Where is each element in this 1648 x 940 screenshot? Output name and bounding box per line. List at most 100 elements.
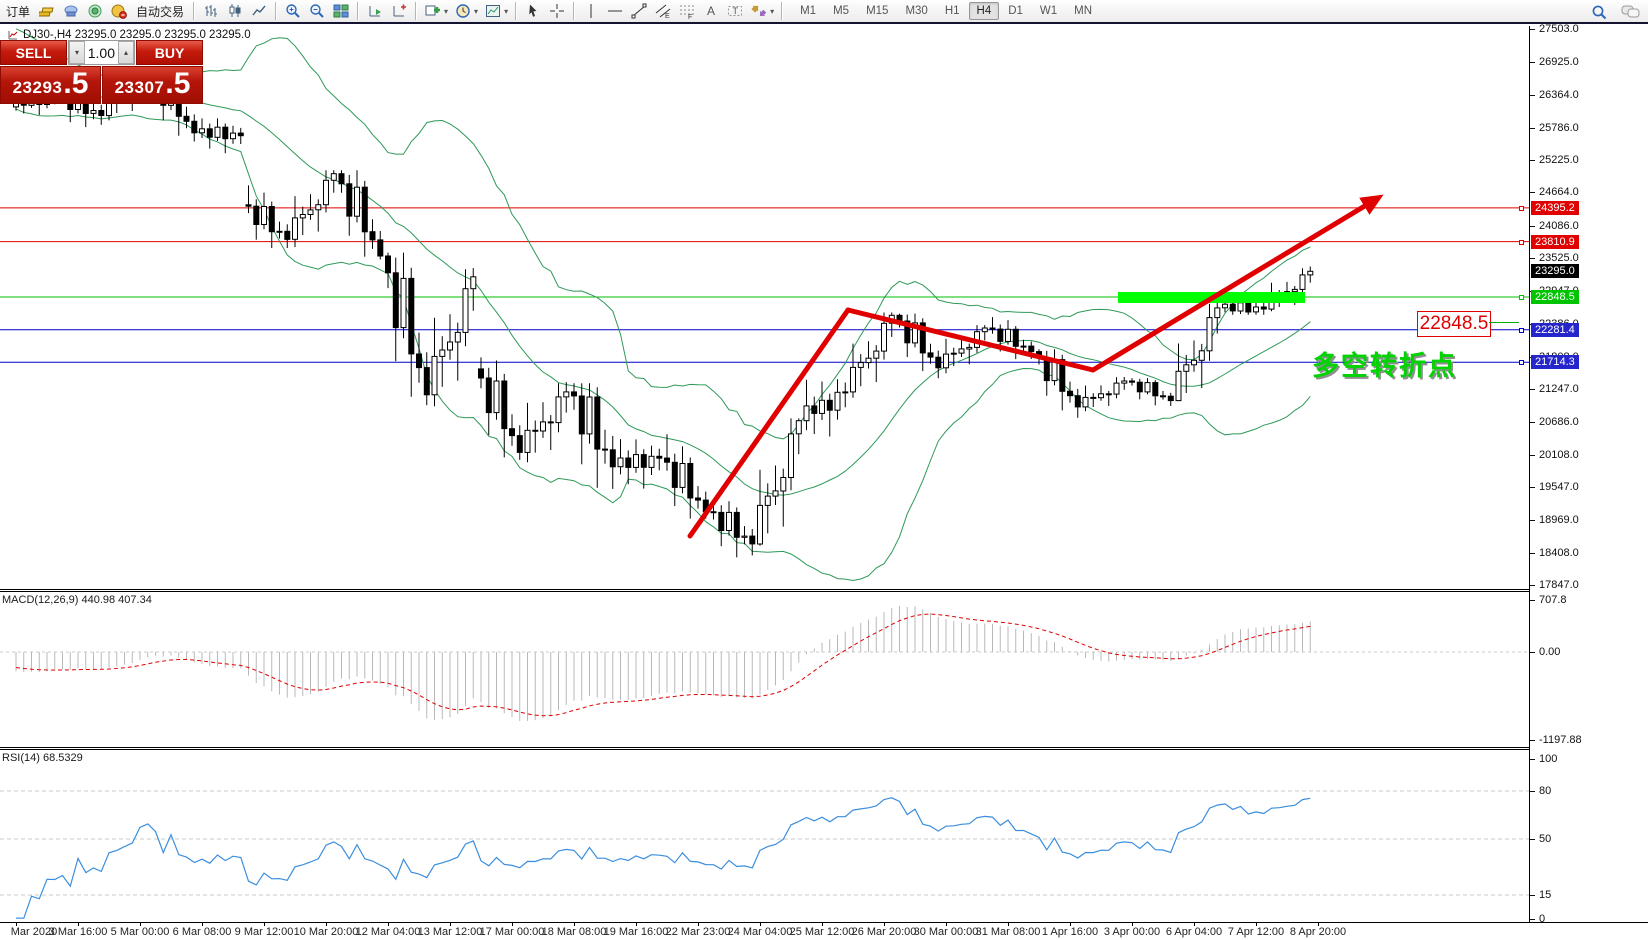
macd-tick-label: 0.00 bbox=[1539, 646, 1561, 658]
bull-candle bbox=[1253, 306, 1259, 313]
level-price-box[interactable]: 22848.5 bbox=[1417, 311, 1491, 337]
axis-tick-mark bbox=[1530, 759, 1535, 760]
bear-candle bbox=[1152, 382, 1159, 397]
autotrading-button[interactable]: 自动交易 bbox=[136, 4, 185, 19]
timeframe-button-m5[interactable]: M5 bbox=[833, 5, 850, 17]
bull-candle bbox=[1307, 270, 1314, 276]
panel-divider[interactable] bbox=[0, 589, 1648, 592]
autotrading-icon[interactable] bbox=[108, 1, 130, 21]
bull-candle bbox=[850, 366, 856, 393]
sell-button[interactable]: SELL bbox=[0, 40, 67, 65]
gold-icon[interactable] bbox=[36, 1, 58, 21]
bear-candle bbox=[656, 455, 663, 459]
crosshair-icon[interactable] bbox=[546, 1, 568, 21]
strategy-tester-icon[interactable] bbox=[364, 1, 386, 21]
timeframe-button-h1[interactable]: H1 bbox=[944, 5, 960, 17]
price-tick-label: 25786.0 bbox=[1539, 122, 1579, 134]
text-icon[interactable]: A bbox=[700, 1, 722, 21]
price-axis[interactable]: 27503.0 26925.0 26364.0 25786.0 25225.0 24664… bbox=[1529, 23, 1648, 925]
timeframe-button-d1[interactable]: D1 bbox=[1008, 5, 1023, 17]
chart-mini-icon bbox=[8, 31, 18, 40]
bull-candle bbox=[199, 128, 205, 134]
bar-chart-icon[interactable] bbox=[200, 1, 222, 21]
chevron-down-icon[interactable]: ▾ bbox=[504, 6, 509, 16]
line-chart-icon[interactable] bbox=[248, 1, 270, 21]
time-axis[interactable]: Mar 2020 3 Mar 16:00 5 Mar 00:00 6 Mar 08:0… bbox=[0, 922, 1648, 940]
timeframe-button-m30[interactable]: M30 bbox=[905, 5, 928, 17]
turning-point-annotation: 多空转折点 bbox=[1312, 351, 1457, 381]
bull-candle bbox=[633, 454, 639, 468]
time-tick-label: 8 Apr 20:00 bbox=[1289, 926, 1347, 938]
trend-arrow bbox=[1090, 194, 1384, 373]
chevron-down-icon[interactable]: ▾ bbox=[444, 6, 449, 16]
fibonacci-icon[interactable]: F bbox=[676, 1, 698, 21]
bull-candle bbox=[1175, 370, 1182, 402]
bull-candle bbox=[292, 217, 298, 240]
time-tick-mark bbox=[698, 923, 699, 926]
timeframe-button-w1[interactable]: W1 bbox=[1039, 5, 1058, 17]
chevron-down-icon[interactable]: ▾ bbox=[770, 6, 775, 16]
macd-indicator-panel[interactable]: MACD(12,26,9) 440.98 407.34 bbox=[0, 592, 1529, 747]
horizontal-line-icon[interactable] bbox=[604, 1, 626, 21]
add-indicator-icon[interactable] bbox=[422, 1, 444, 21]
buy-price-main: 23307 bbox=[114, 78, 165, 97]
time-tick-label: 30 Mar 00:00 bbox=[913, 926, 979, 938]
chevron-down-icon[interactable]: ▾ bbox=[474, 6, 479, 16]
bear-candle bbox=[1059, 359, 1066, 392]
time-tick-label: 5 Mar 00:00 bbox=[110, 926, 170, 938]
vertical-line-icon[interactable] bbox=[580, 1, 602, 21]
time-tick-mark bbox=[884, 923, 885, 926]
timeframe-button-mn[interactable]: MN bbox=[1074, 5, 1093, 17]
bull-candle bbox=[90, 110, 97, 114]
volume-decrease-button[interactable]: ▾ bbox=[69, 41, 85, 64]
period-clock-icon[interactable] bbox=[452, 1, 474, 21]
text-label-icon[interactable]: T bbox=[724, 1, 746, 21]
sell-price-tile[interactable]: 23293 .5 bbox=[0, 66, 101, 104]
cloud-terminal-icon[interactable] bbox=[60, 1, 82, 21]
zoom-in-icon[interactable] bbox=[282, 1, 304, 21]
template-icon[interactable] bbox=[482, 1, 504, 21]
timeframe-button-m15[interactable]: M15 bbox=[866, 5, 889, 17]
bull-candle bbox=[1121, 380, 1128, 384]
bear-candle bbox=[98, 110, 105, 116]
buy-button[interactable]: BUY bbox=[136, 40, 203, 65]
volume-field[interactable]: 1.00 bbox=[85, 41, 118, 64]
chat-icon[interactable] bbox=[1620, 2, 1642, 22]
panel-divider[interactable] bbox=[0, 747, 1648, 750]
rsi-chart-svg bbox=[0, 790, 1529, 919]
search-icon[interactable] bbox=[1588, 2, 1610, 22]
bull-candle bbox=[307, 209, 314, 215]
level-anchor-square bbox=[1519, 206, 1524, 211]
price-badge: 24395.2 bbox=[1531, 201, 1579, 215]
bear-candle bbox=[509, 428, 515, 437]
bull-candle bbox=[648, 455, 655, 468]
timeframe-button-m1[interactable]: M1 bbox=[800, 5, 817, 17]
bull-candle bbox=[795, 420, 802, 435]
bear-candle bbox=[718, 511, 725, 531]
svg-text:A: A bbox=[707, 4, 715, 18]
bollinger-band-line bbox=[15, 108, 1311, 582]
rsi-indicator-panel[interactable]: RSI(14) 68.5329 bbox=[0, 750, 1529, 922]
arrows-tool-icon[interactable] bbox=[748, 1, 770, 21]
new-chart-icon[interactable] bbox=[388, 1, 410, 21]
bull-candle bbox=[741, 535, 748, 538]
bull-candle bbox=[1291, 288, 1298, 293]
main-price-chart[interactable] bbox=[0, 26, 1529, 589]
new-order-button[interactable]: 订单 bbox=[6, 4, 31, 19]
zoom-out-icon[interactable] bbox=[306, 1, 328, 21]
bull-candle bbox=[1237, 302, 1244, 312]
time-tick-mark bbox=[512, 923, 513, 926]
equidistant-channel-icon[interactable]: E bbox=[652, 1, 674, 21]
signals-icon[interactable] bbox=[84, 1, 106, 21]
trendline-icon[interactable] bbox=[628, 1, 650, 21]
volume-increase-button[interactable]: ▴ bbox=[118, 41, 134, 64]
timeframe-button-h4[interactable]: H4 bbox=[968, 2, 1000, 20]
trend-arrow bbox=[687, 307, 851, 539]
cursor-icon[interactable] bbox=[522, 1, 544, 21]
level-anchor-square bbox=[1519, 240, 1524, 245]
level-price-text: 22848.5 bbox=[1419, 313, 1489, 334]
bull-candle bbox=[447, 341, 453, 351]
tile-windows-icon[interactable] bbox=[330, 1, 352, 21]
candlestick-chart-icon[interactable] bbox=[224, 1, 246, 21]
buy-price-tile[interactable]: 23307 .5 bbox=[102, 66, 203, 104]
